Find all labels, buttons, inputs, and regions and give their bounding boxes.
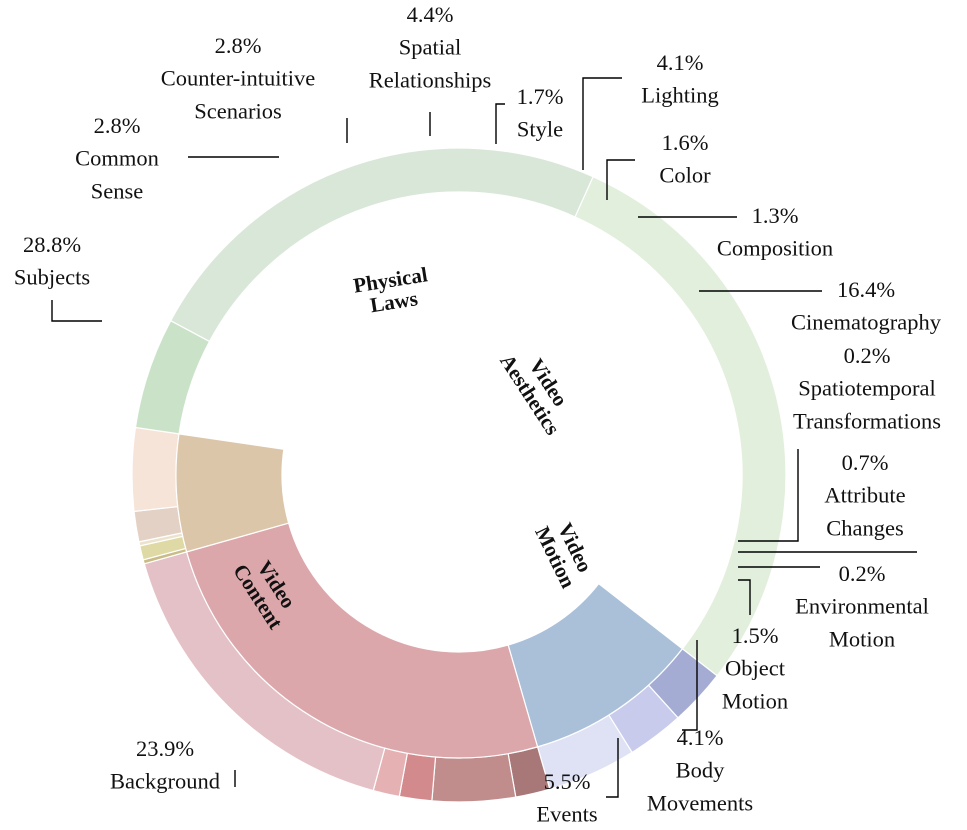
value-label: 5.5% [544, 769, 591, 794]
leader-line [582, 77, 622, 170]
label-subjects: 28.8% Subjects [14, 232, 90, 290]
slice-body-movements [131, 426, 180, 513]
label-common-sense: 2.8% Common Sense [75, 113, 159, 203]
label-color: 1.6% Color [659, 130, 711, 188]
leader-line [738, 579, 751, 615]
value-label: 4.1% [657, 50, 704, 75]
label-events: 5.5% Events [536, 769, 597, 827]
label-lighting: 4.1% Lighting [641, 50, 719, 108]
label-background: 23.9% Background [110, 736, 220, 794]
label-composition: 1.3% Composition [717, 203, 833, 261]
leader-line [606, 159, 635, 200]
label-spatial-relationships: 4.4% Spatial Relationships [369, 2, 492, 92]
label-spatiotemporal-transformations: 0.2% Spatiotemporal Transformations [793, 343, 941, 433]
label-style: 1.7% Style [517, 84, 564, 142]
label-cinematography: 16.4% Cinematography [791, 277, 942, 335]
value-label: 2.8% [94, 113, 141, 138]
value-label: 1.7% [517, 84, 564, 109]
leader-line [495, 103, 505, 144]
value-label: 16.4% [837, 277, 895, 302]
value-label: 4.1% [677, 725, 724, 750]
value-label: 0.2% [844, 343, 891, 368]
label-environmental-motion: 0.2% Environmental Motion [795, 561, 929, 651]
value-label: 2.8% [215, 33, 262, 58]
leader-line [682, 640, 698, 731]
label-object-motion: 1.5% Object Motion [722, 623, 788, 713]
leader-lines [51, 77, 917, 798]
slice-background [169, 147, 594, 343]
value-label: 4.4% [407, 2, 454, 27]
slice-lighting [431, 753, 517, 803]
label-attribute-changes: 0.7% Attribute Changes [824, 450, 905, 540]
inner-slice-video-content [531, 216, 576, 314]
leader-line [606, 738, 619, 798]
leader-line [51, 300, 102, 322]
label-body-movements: 4.1% Body Movements [647, 725, 753, 815]
inner-ring [175, 216, 684, 759]
value-label: 28.8% [23, 232, 81, 257]
label-counter-intuitive-scenarios: 2.8% Counter-intuitive Scenarios [161, 33, 316, 123]
leader-line [738, 449, 799, 542]
value-label: 23.9% [136, 736, 194, 761]
value-label: 0.7% [842, 450, 889, 475]
slice-events [134, 319, 211, 435]
value-label: 0.2% [839, 561, 886, 586]
center-hole [282, 298, 636, 652]
value-label: 1.3% [752, 203, 799, 228]
value-label: 1.5% [732, 623, 779, 648]
value-label: 1.6% [662, 130, 709, 155]
